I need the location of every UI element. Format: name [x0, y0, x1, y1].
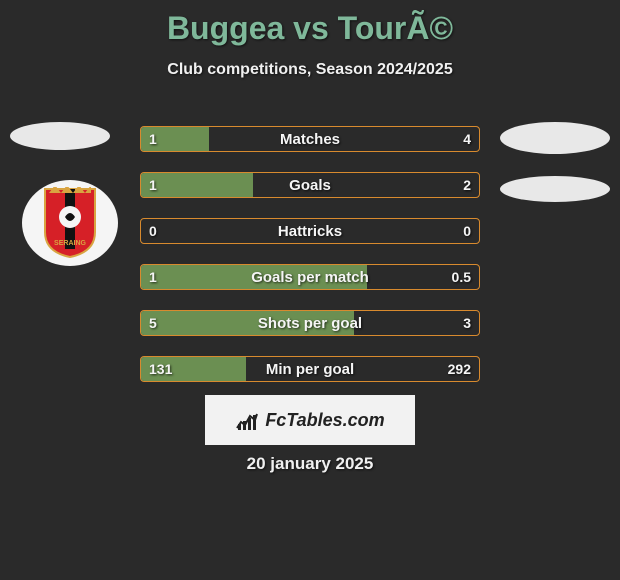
stat-right-value: 0 — [463, 219, 471, 243]
stat-right-value: 4 — [463, 127, 471, 151]
right-player-ellipse-1 — [500, 122, 610, 154]
stat-right-value: 292 — [448, 357, 471, 381]
page-title: Buggea vs TourÃ© — [0, 0, 620, 47]
stat-bar: 1Goals per match0.5 — [140, 264, 480, 290]
fctables-badge: FcTables.com — [205, 395, 415, 445]
comparison-chart: 1Matches4 1Goals2 0Hattricks0 1Goals per ma… — [140, 126, 480, 402]
stat-bar: 1Matches4 — [140, 126, 480, 152]
page-subtitle: Club competitions, Season 2024/2025 — [0, 61, 620, 79]
stat-bar: 1Goals2 — [140, 172, 480, 198]
stat-right-value: 3 — [463, 311, 471, 335]
brand-text: FcTables.com — [265, 410, 384, 431]
club-logo: SERAING — [22, 180, 118, 266]
stat-label: Goals — [141, 173, 479, 197]
stat-bar: 0Hattricks0 — [140, 218, 480, 244]
stat-right-value: 0.5 — [452, 265, 471, 289]
chart-icon — [235, 408, 259, 432]
shield-icon: SERAING — [35, 187, 105, 259]
left-player-ellipse — [10, 122, 110, 150]
stat-bar: 5Shots per goal3 — [140, 310, 480, 336]
date-text: 20 january 2025 — [0, 454, 620, 474]
stat-right-value: 2 — [463, 173, 471, 197]
club-logo-text: SERAING — [54, 240, 86, 247]
stat-label: Min per goal — [141, 357, 479, 381]
stat-label: Shots per goal — [141, 311, 479, 335]
stats-infographic: Buggea vs TourÃ© Club competitions, Seas… — [0, 0, 620, 580]
stat-bar: 131Min per goal292 — [140, 356, 480, 382]
right-player-ellipse-2 — [500, 176, 610, 202]
stat-label: Matches — [141, 127, 479, 151]
stat-label: Hattricks — [141, 219, 479, 243]
stat-label: Goals per match — [141, 265, 479, 289]
